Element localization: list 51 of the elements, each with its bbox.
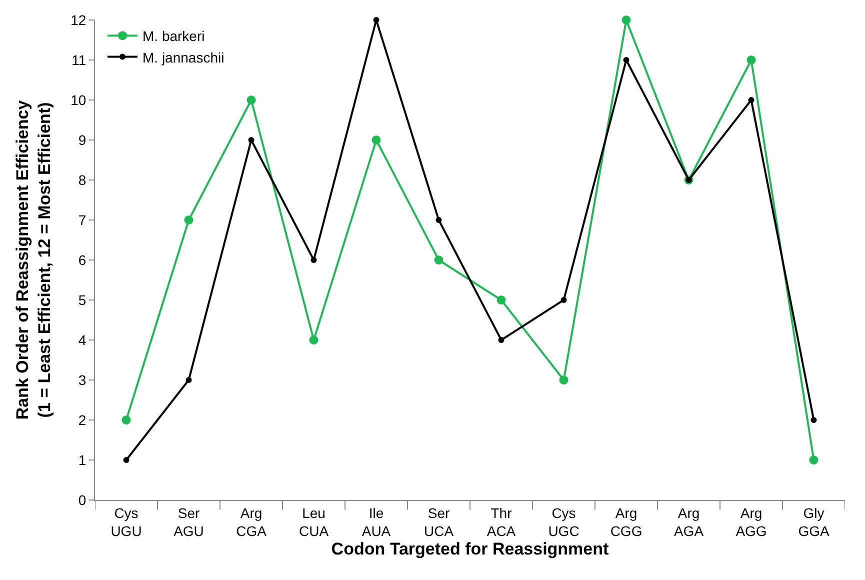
point	[246, 96, 256, 104]
x-tick-label: Ser UCA	[424, 504, 454, 539]
y-tick-label: 8	[78, 172, 86, 188]
y-tick-label: 0	[78, 492, 86, 508]
point	[309, 336, 318, 344]
y-tick-label: 3	[78, 372, 86, 388]
x-axis-title: Codon Targeted for Reassignment	[331, 539, 610, 558]
point	[559, 376, 568, 384]
x-tick-label: Gly GGA	[798, 504, 830, 539]
x-tick-label: Arg CGA	[236, 504, 268, 539]
y-tick-label: 10	[70, 92, 86, 108]
x-tick-label: Arg AGA	[674, 504, 704, 539]
legend-label: M. barkeri	[142, 28, 205, 44]
y-tick-label: 9	[78, 132, 86, 148]
point	[746, 56, 756, 64]
point	[436, 217, 442, 223]
x-tick-label: Cys UGU	[110, 504, 142, 539]
point	[186, 377, 192, 383]
point	[560, 297, 567, 303]
point	[434, 256, 444, 264]
point	[810, 417, 817, 423]
point	[123, 457, 130, 463]
y-tick-label: 4	[78, 332, 86, 348]
y-tick-label: 6	[78, 252, 86, 268]
x-tick-label: Thr ACA	[486, 504, 516, 539]
x-tick-label: Leu CUA	[298, 504, 330, 539]
point	[248, 137, 254, 143]
point	[184, 216, 194, 224]
point	[809, 456, 818, 464]
point	[498, 337, 504, 343]
point	[748, 97, 754, 103]
x-tick-label: Arg CGG	[610, 504, 642, 539]
x-tick-label: Ser AGU	[174, 504, 204, 539]
point	[372, 136, 381, 144]
y-tick-label: 1	[78, 452, 86, 468]
y-axis-title: Rank Order of Reassignment Efficiency (1 = Least Efficient, 12 = Most Efficient)	[13, 100, 54, 420]
x-tick-label: Ile AUA	[362, 504, 392, 539]
y-tick-label: 2	[78, 412, 86, 428]
legend-label: M. jannaschii	[142, 49, 224, 66]
y-tick-label: 7	[78, 212, 86, 228]
point	[310, 257, 317, 263]
point	[622, 16, 631, 24]
y-tick-label: 5	[78, 292, 86, 308]
point	[122, 416, 131, 424]
point	[373, 17, 380, 23]
point	[623, 57, 630, 63]
point	[496, 296, 506, 304]
y-tick-label: 12	[70, 12, 86, 28]
x-tick-label: Arg AGG	[736, 504, 767, 539]
x-tick-label: Cys UGC	[548, 504, 580, 539]
y-tick-label: 11	[72, 52, 86, 68]
